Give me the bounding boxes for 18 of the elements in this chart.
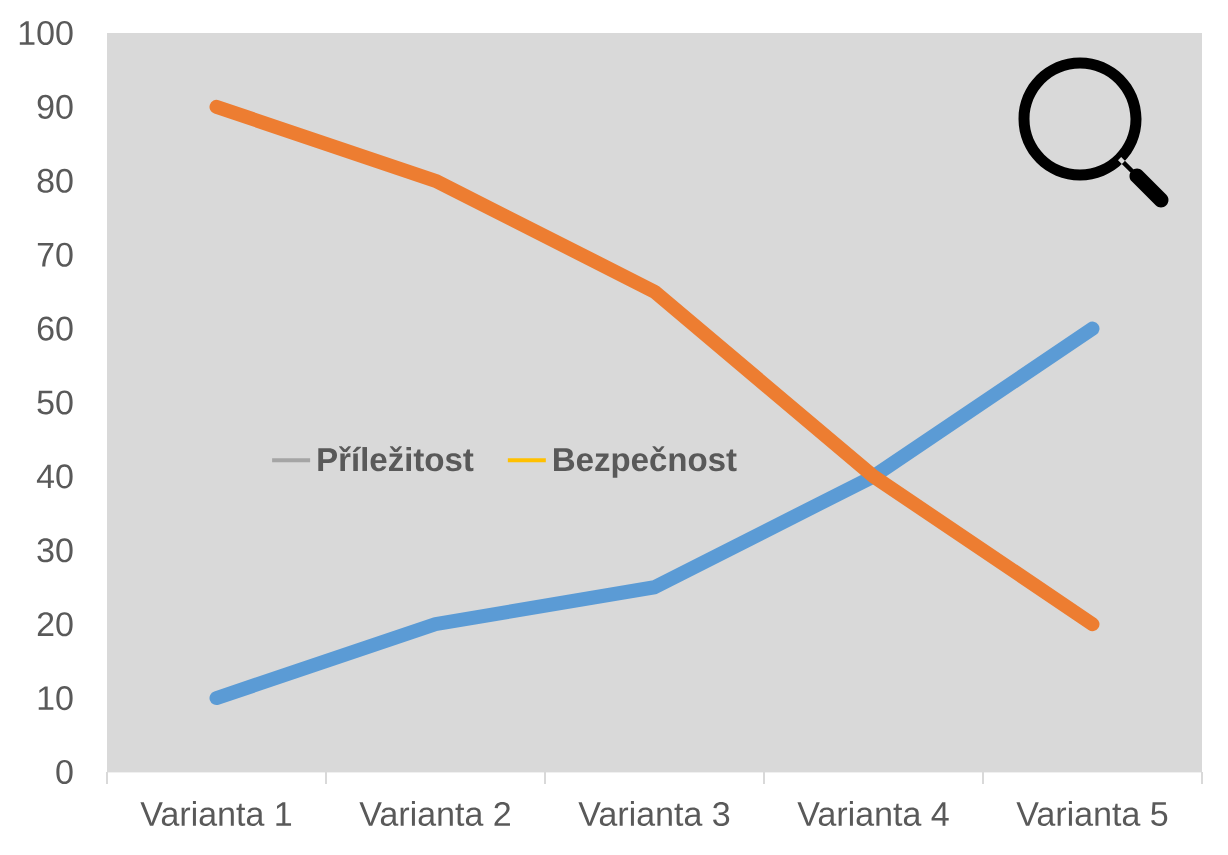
y-tick-label: 20 (37, 612, 73, 637)
y-tick-label: 90 (37, 94, 73, 119)
legend-label: Bezpečnost (554, 446, 737, 478)
x-tick-label: Varianta 3 (578, 801, 730, 827)
y-tick-label: 0 (56, 759, 73, 785)
y-tick-label: 40 (36, 464, 73, 489)
x-tick-label: Varianta 1 (140, 801, 292, 827)
y-tick-label: 70 (37, 242, 73, 267)
y-tick-label: 10 (38, 686, 73, 711)
x-tick-label: Varianta 4 (797, 801, 949, 827)
x-tick-label: Varianta 2 (359, 801, 510, 827)
y-tick-label: 30 (37, 538, 73, 563)
x-tick-label: Varianta 5 (1016, 801, 1168, 827)
legend-label: Příležitost (318, 446, 474, 472)
y-tick-label: 80 (37, 168, 73, 193)
y-tick-label: 100 (19, 20, 73, 46)
y-tick-label: 60 (37, 316, 73, 341)
y-tick-label: 50 (37, 390, 73, 415)
